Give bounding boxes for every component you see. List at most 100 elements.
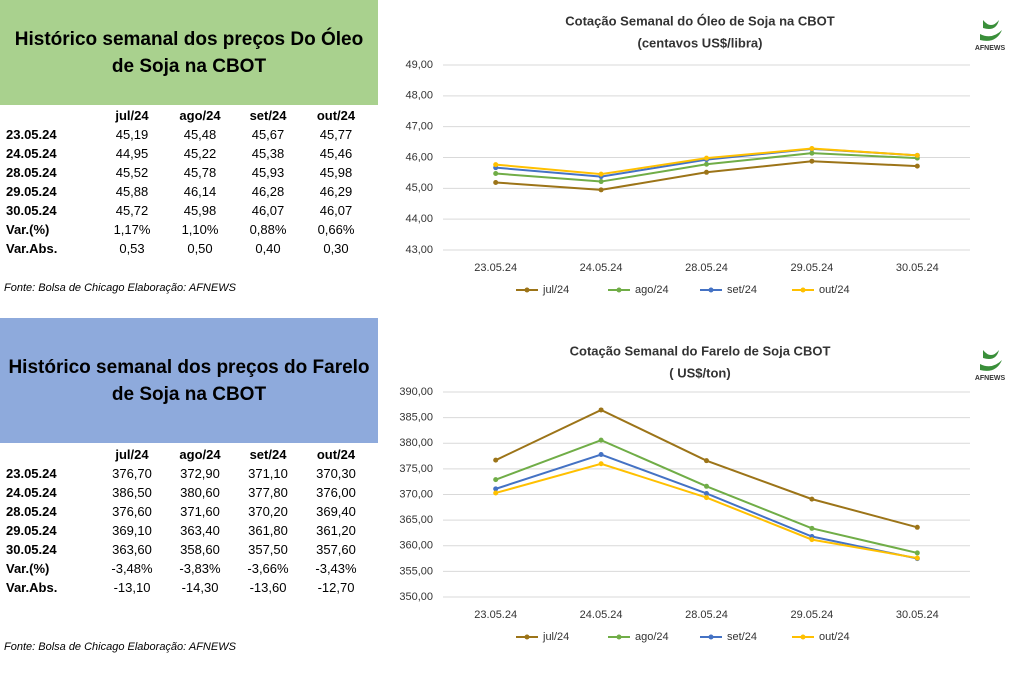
cell: 1,10% <box>181 222 219 237</box>
cell: 46,07 <box>319 203 353 218</box>
cell: -14,30 <box>181 580 219 595</box>
row-label: 30.05.24 <box>6 203 57 218</box>
point <box>704 490 709 496</box>
cell: 363,60 <box>112 542 152 557</box>
legend-marker <box>524 287 530 293</box>
chart-title: Cotação Semanal do Farelo de Soja CBOT <box>570 343 831 358</box>
cell: 380,60 <box>180 485 220 500</box>
point <box>598 171 604 177</box>
cell: 46,14 <box>183 184 217 199</box>
cell: 371,10 <box>248 466 288 481</box>
cell: 0,66% <box>317 222 355 237</box>
point <box>809 525 815 531</box>
legend-label: ago/24 <box>635 631 669 643</box>
point <box>704 495 709 501</box>
point <box>704 155 709 161</box>
legend-marker <box>800 287 806 293</box>
x-tick-label: 30.05.24 <box>896 609 939 621</box>
row-label: 28.05.24 <box>6 504 57 519</box>
row: 28.05.24 376,60 371,60 370,20 369,40 <box>6 502 370 521</box>
point <box>598 452 604 458</box>
cell: 45,19 <box>115 127 149 142</box>
x-tick-label: 23.05.24 <box>474 262 517 274</box>
cell: 45,77 <box>319 127 353 142</box>
point <box>493 490 499 496</box>
cell: 45,46 <box>319 146 353 161</box>
point <box>704 169 709 175</box>
table-title: Histórico semanal dos preços Do Óleo de … <box>0 0 378 105</box>
point <box>598 187 604 193</box>
row: 30.05.24 363,60 358,60 357,50 357,60 <box>6 540 370 559</box>
row-label: Var.Abs. <box>6 580 58 595</box>
row-label: 30.05.24 <box>6 542 57 557</box>
table: jul/24 ago/24 set/24 out/24 23.05.24 376,70 37… <box>6 445 370 597</box>
point <box>914 152 920 158</box>
point <box>493 457 499 463</box>
cell: 376,70 <box>112 466 152 481</box>
legend-label: ago/24 <box>635 284 669 296</box>
point <box>809 146 815 152</box>
column-header: out/24 <box>316 108 356 123</box>
row-label: 23.05.24 <box>6 127 57 142</box>
cell: 45,67 <box>251 127 285 142</box>
x-tick-label: 29.05.24 <box>790 609 833 621</box>
cell: 1,17% <box>113 222 151 237</box>
column-header: set/24 <box>249 447 287 462</box>
cell: 45,88 <box>115 184 149 199</box>
cell: 45,52 <box>115 165 149 180</box>
cell: 370,20 <box>248 504 288 519</box>
cell: -3,48% <box>111 561 153 576</box>
row: 23.05.24 45,19 45,48 45,67 45,77 <box>6 125 370 144</box>
point <box>809 496 815 502</box>
row: Var.(%) -3,48% -3,83% -3,66% -3,43% <box>6 559 370 578</box>
point <box>493 171 499 177</box>
cell: 370,30 <box>316 466 356 481</box>
column-header: ago/24 <box>179 108 221 123</box>
x-tick-label: 24.05.24 <box>580 609 623 621</box>
legend-marker <box>524 634 530 640</box>
legend-label: jul/24 <box>542 284 569 296</box>
row-label: 24.05.24 <box>6 146 57 161</box>
point <box>598 179 604 185</box>
cell: 45,72 <box>115 203 149 218</box>
cell: -3,66% <box>247 561 289 576</box>
row: Var.(%) 1,17% 1,10% 0,88% 0,66% <box>6 220 370 239</box>
cell: 0,40 <box>255 241 281 256</box>
cell: 369,10 <box>112 523 152 538</box>
legend-label: set/24 <box>727 631 757 643</box>
legend-marker <box>708 287 714 293</box>
cell: 369,40 <box>316 504 356 519</box>
cell: 372,90 <box>180 466 220 481</box>
legend-marker <box>800 634 806 640</box>
y-tick-label: 380,00 <box>399 437 433 449</box>
y-tick-label: 350,00 <box>399 591 433 603</box>
column-header: out/24 <box>316 447 356 462</box>
header-row: jul/24 ago/24 set/24 out/24 <box>6 445 370 464</box>
point <box>809 150 815 156</box>
cell: 45,98 <box>319 165 353 180</box>
cell: 45,98 <box>183 203 217 218</box>
point <box>704 483 709 489</box>
cell: -3,43% <box>315 561 357 576</box>
point <box>914 550 920 556</box>
cell: 361,80 <box>248 523 288 538</box>
row: 29.05.24 45,88 46,14 46,28 46,29 <box>6 182 370 201</box>
row: Var.Abs. -13,10 -14,30 -13,60 -12,70 <box>6 578 370 597</box>
y-tick-label: 360,00 <box>399 540 433 552</box>
table: jul/24 ago/24 set/24 out/24 23.05.24 45,19 45,… <box>6 106 370 258</box>
cell: 45,22 <box>183 146 217 161</box>
row: 24.05.24 44,95 45,22 45,38 45,46 <box>6 144 370 163</box>
x-tick-label: 30.05.24 <box>896 262 939 274</box>
chart-title: Cotação Semanal do Óleo de Soja na CBOT <box>565 13 835 28</box>
cell: 0,88% <box>249 222 287 237</box>
cell: 0,53 <box>119 241 145 256</box>
y-tick-label: 43,00 <box>405 244 433 256</box>
row-label: 29.05.24 <box>6 184 57 199</box>
column-header: jul/24 <box>115 447 149 462</box>
x-tick-label: 28.05.24 <box>685 609 728 621</box>
y-tick-label: 45,00 <box>405 182 433 194</box>
line <box>495 453 918 560</box>
y-tick-label: 390,00 <box>399 386 433 398</box>
